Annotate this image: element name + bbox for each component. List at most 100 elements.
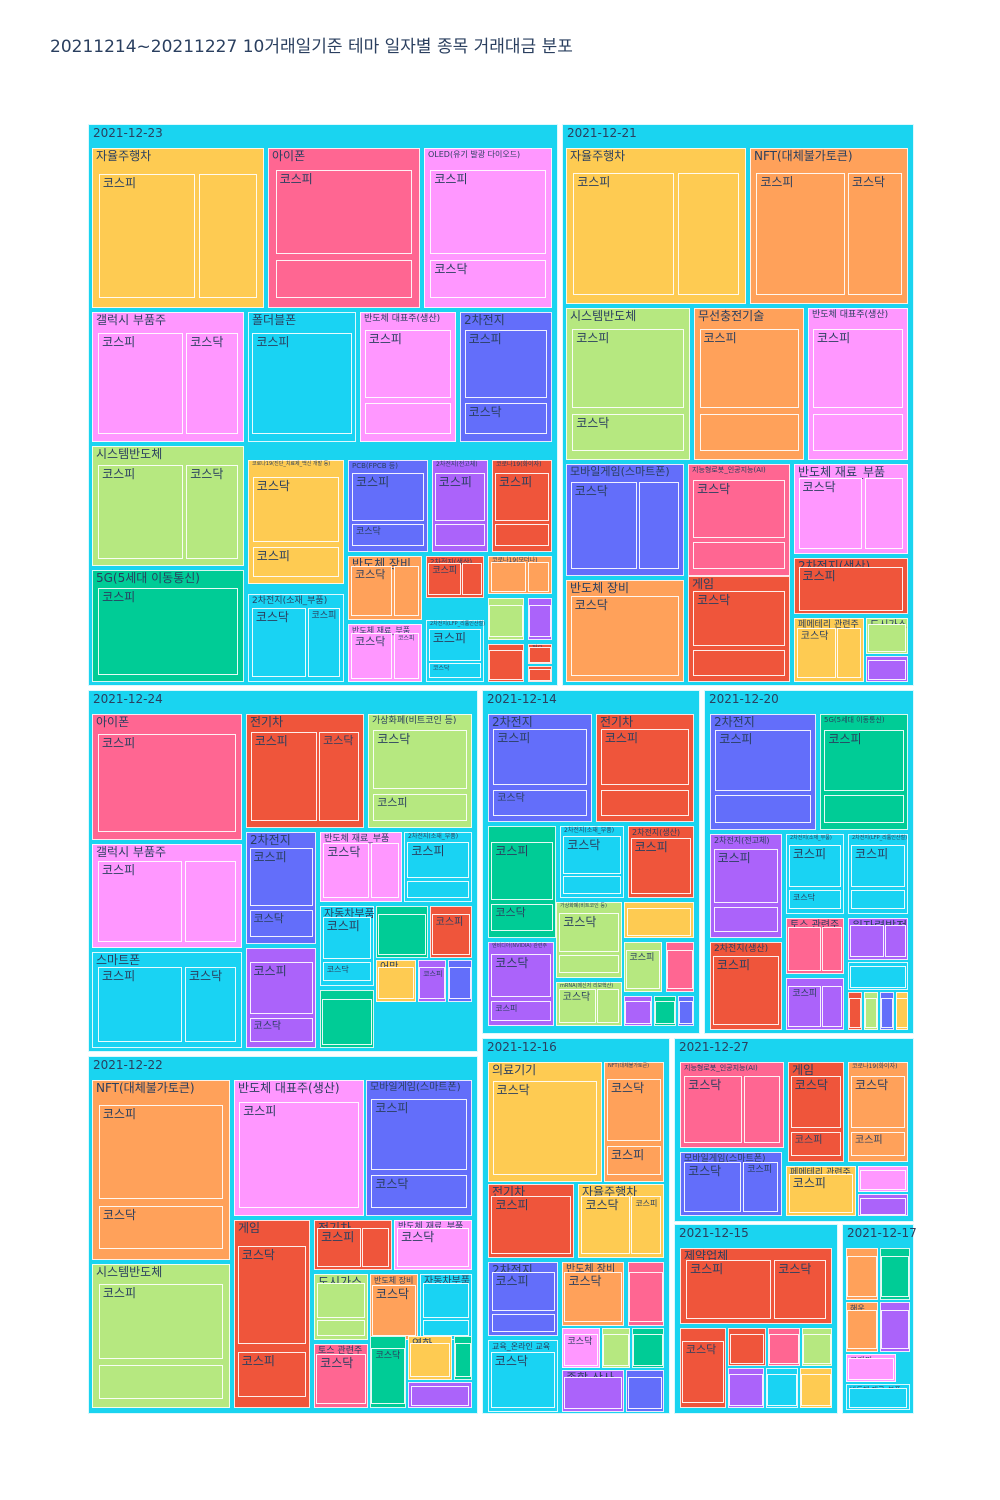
market-rect[interactable] xyxy=(371,1284,417,1337)
market-rect[interactable] xyxy=(715,795,811,824)
market-rect[interactable] xyxy=(364,330,452,398)
market-rect[interactable] xyxy=(713,848,779,903)
market-rect[interactable] xyxy=(98,332,184,435)
market-rect[interactable] xyxy=(607,1146,661,1175)
market-rect[interactable] xyxy=(860,1197,906,1215)
market-rect[interactable] xyxy=(428,562,461,596)
market-rect[interactable] xyxy=(489,604,523,638)
market-rect[interactable] xyxy=(767,1374,797,1406)
market-rect[interactable] xyxy=(837,628,862,679)
market-rect[interactable] xyxy=(699,414,799,451)
market-rect[interactable] xyxy=(495,472,549,521)
market-rect[interactable] xyxy=(275,170,413,254)
market-rect[interactable] xyxy=(249,1018,313,1042)
market-rect[interactable] xyxy=(790,1076,842,1128)
market-rect[interactable] xyxy=(684,1162,742,1213)
market-rect[interactable] xyxy=(769,1334,799,1364)
market-rect[interactable] xyxy=(559,955,619,974)
market-rect[interactable] xyxy=(851,890,905,910)
market-rect[interactable] xyxy=(603,1334,629,1366)
market-rect[interactable] xyxy=(307,608,341,677)
market-rect[interactable] xyxy=(864,998,878,1028)
market-rect[interactable] xyxy=(821,926,842,971)
market-rect[interactable] xyxy=(788,1174,854,1213)
market-rect[interactable] xyxy=(454,1343,472,1378)
market-rect[interactable] xyxy=(570,481,637,570)
market-rect[interactable] xyxy=(600,789,690,816)
market-rect[interactable] xyxy=(239,1101,359,1208)
market-rect[interactable] xyxy=(788,890,842,910)
market-rect[interactable] xyxy=(867,660,907,681)
market-rect[interactable] xyxy=(362,1228,389,1267)
market-rect[interactable] xyxy=(393,566,420,617)
market-rect[interactable] xyxy=(422,1283,470,1318)
market-rect[interactable] xyxy=(563,876,621,894)
market-rect[interactable] xyxy=(699,329,799,409)
market-rect[interactable] xyxy=(490,562,527,592)
market-rect[interactable] xyxy=(237,1351,307,1397)
market-rect[interactable] xyxy=(813,414,903,451)
market-rect[interactable] xyxy=(563,1334,599,1366)
market-rect[interactable] xyxy=(847,1256,877,1297)
market-rect[interactable] xyxy=(185,967,236,1043)
market-rect[interactable] xyxy=(316,1320,366,1337)
market-rect[interactable] xyxy=(393,633,420,679)
market-rect[interactable] xyxy=(654,1000,676,1025)
market-rect[interactable] xyxy=(559,912,619,953)
market-rect[interactable] xyxy=(774,1260,826,1320)
market-rect[interactable] xyxy=(464,403,548,435)
market-rect[interactable] xyxy=(527,562,550,592)
market-rect[interactable] xyxy=(788,845,842,887)
market-rect[interactable] xyxy=(572,329,684,409)
market-rect[interactable] xyxy=(693,542,785,570)
market-rect[interactable] xyxy=(419,966,445,1000)
market-rect[interactable] xyxy=(491,1313,555,1332)
market-rect[interactable] xyxy=(373,729,467,790)
market-rect[interactable] xyxy=(371,1099,467,1170)
market-rect[interactable] xyxy=(824,795,904,824)
market-rect[interactable] xyxy=(316,1354,366,1405)
market-rect[interactable] xyxy=(370,843,399,898)
market-rect[interactable] xyxy=(319,732,360,822)
market-rect[interactable] xyxy=(564,1272,622,1323)
market-rect[interactable] xyxy=(431,914,471,955)
market-rect[interactable] xyxy=(98,1105,224,1199)
market-rect[interactable] xyxy=(495,524,549,547)
market-rect[interactable] xyxy=(489,650,523,680)
market-rect[interactable] xyxy=(860,1170,906,1191)
market-rect[interactable] xyxy=(788,986,821,1027)
market-rect[interactable] xyxy=(249,962,313,1014)
market-rect[interactable] xyxy=(627,1376,663,1410)
market-rect[interactable] xyxy=(572,414,684,451)
market-rect[interactable] xyxy=(790,1132,842,1156)
market-rect[interactable] xyxy=(570,596,680,676)
market-rect[interactable] xyxy=(491,1272,555,1311)
market-rect[interactable] xyxy=(528,668,552,682)
market-rect[interactable] xyxy=(600,729,690,786)
market-rect[interactable] xyxy=(428,663,482,679)
market-rect[interactable] xyxy=(677,172,739,295)
market-rect[interactable] xyxy=(98,1364,224,1400)
market-rect[interactable] xyxy=(378,914,426,955)
market-rect[interactable] xyxy=(801,1374,831,1406)
market-rect[interactable] xyxy=(743,1162,778,1213)
market-rect[interactable] xyxy=(251,608,306,677)
market-rect[interactable] xyxy=(98,1284,224,1360)
market-rect[interactable] xyxy=(98,173,196,299)
market-rect[interactable] xyxy=(407,881,469,898)
market-rect[interactable] xyxy=(528,647,552,663)
market-rect[interactable] xyxy=(317,1228,361,1267)
market-rect[interactable] xyxy=(410,1386,470,1407)
market-rect[interactable] xyxy=(563,836,621,874)
market-rect[interactable] xyxy=(824,730,904,791)
market-rect[interactable] xyxy=(350,633,393,679)
market-rect[interactable] xyxy=(633,1334,663,1366)
market-rect[interactable] xyxy=(630,837,692,894)
market-rect[interactable] xyxy=(186,332,238,435)
market-rect[interactable] xyxy=(98,587,238,676)
market-rect[interactable] xyxy=(492,1081,598,1175)
market-rect[interactable] xyxy=(626,907,692,936)
market-rect[interactable] xyxy=(493,729,587,786)
market-rect[interactable] xyxy=(821,986,842,1027)
market-rect[interactable] xyxy=(851,845,905,887)
